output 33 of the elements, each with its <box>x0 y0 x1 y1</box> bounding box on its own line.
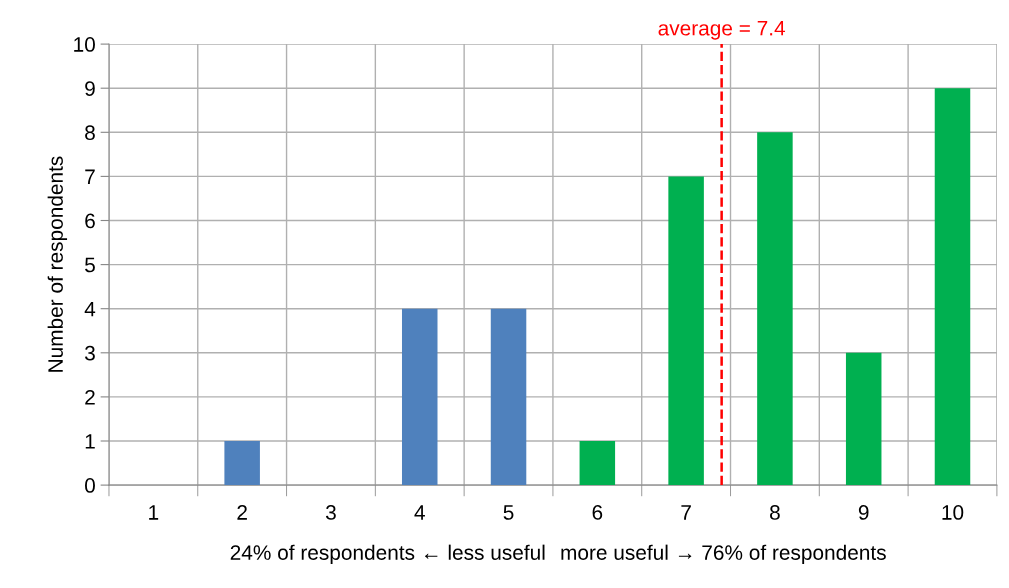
x-tick-label: 6 <box>592 505 603 520</box>
bar <box>668 176 704 486</box>
y-tick-label: 1 <box>85 434 95 449</box>
bar <box>401 308 438 486</box>
bar <box>490 308 527 486</box>
x-tick-label: 1 <box>149 505 159 520</box>
y-tick-label: 3 <box>84 345 95 361</box>
y-tick-label: 9 <box>85 81 95 96</box>
x-tick-label: 4 <box>414 505 425 520</box>
x-tick-label: 5 <box>503 505 514 520</box>
y-tick-label: 7 <box>85 169 95 184</box>
y-tick-label: 6 <box>85 213 95 229</box>
x-tick-label: 2 <box>237 505 247 520</box>
y-tick-label: 10 <box>74 37 95 52</box>
x-tick-label: 7 <box>681 505 691 520</box>
bar <box>845 352 882 486</box>
y-tick-label: 2 <box>85 389 95 405</box>
bar <box>934 88 971 486</box>
x-tick-label: 3 <box>325 505 336 520</box>
text: more useful → 76% of respondents <box>561 544 886 565</box>
bar <box>757 132 793 486</box>
x-tick-label: 10 <box>942 505 964 520</box>
y-axis-title: Number of respondents <box>47 156 68 372</box>
bar <box>224 441 260 486</box>
y-tick-label: 5 <box>85 257 95 273</box>
y-tick-label: 8 <box>85 125 95 141</box>
y-tick-label: 4 <box>84 301 96 317</box>
x-tick-label: 9 <box>858 505 869 520</box>
text: 24% of respondents ← less useful <box>230 544 545 565</box>
bar <box>579 441 616 486</box>
y-tick-label: 0 <box>85 478 95 493</box>
ref-line-label: average = 7.4 <box>658 21 786 40</box>
x-tick-label: 8 <box>770 505 780 520</box>
